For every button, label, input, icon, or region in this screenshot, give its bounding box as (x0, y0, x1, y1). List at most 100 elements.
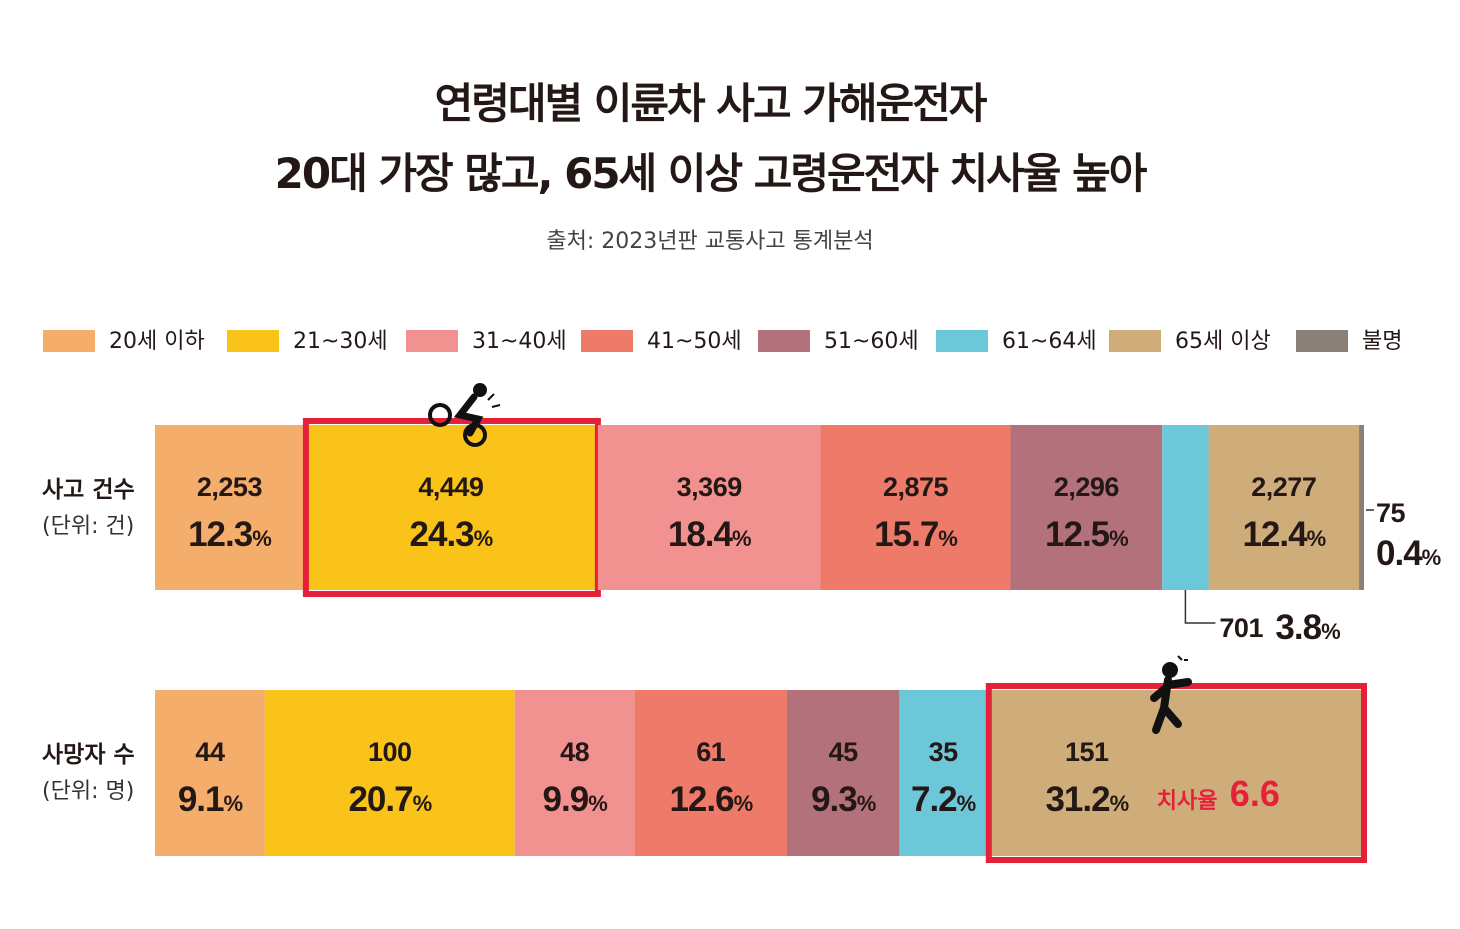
share-label: 12.5% (1045, 515, 1128, 554)
value-label: 2,277 (1251, 472, 1316, 502)
share-label: 0.4% (1376, 534, 1441, 573)
value-label: 45 (829, 737, 859, 767)
value-label: 701 (1219, 613, 1263, 643)
share-value: 9.1 (178, 780, 224, 819)
legend-swatch (936, 330, 988, 352)
share-label: 9.3% (811, 780, 876, 819)
share-value: 12.3 (188, 515, 253, 554)
percent-sign: % (588, 791, 607, 816)
bar-segment (1162, 425, 1209, 590)
annotation-label: 치사율 (1157, 789, 1218, 814)
legend-label: 불명 (1362, 329, 1402, 354)
share-value: 12.6 (669, 780, 734, 819)
legend-label: 51~60세 (824, 329, 919, 354)
legend-label: 21~30세 (293, 329, 388, 354)
bar-segment (303, 425, 598, 590)
percent-sign: % (732, 526, 751, 551)
chart-title: 20대 가장 많고, 65세 이상 고령운전자 치사율 높아 (275, 149, 1148, 198)
share-label: 12.6% (669, 780, 752, 819)
row-label: 사망자 수 (42, 742, 135, 768)
percent-sign: % (1422, 545, 1441, 570)
share-value: 0.4 (1376, 534, 1423, 573)
share-value: 12.4 (1242, 515, 1308, 554)
bar-segment (264, 690, 515, 856)
share-label: 24.3% (410, 515, 493, 554)
share-value: 3.8 (1275, 608, 1321, 647)
value-label: 48 (560, 737, 590, 767)
bar-segment (986, 690, 1364, 856)
value-label: 35 (929, 737, 959, 767)
share-label: 12.3% (188, 515, 271, 554)
share-value: 7.2 (911, 780, 957, 819)
icons (428, 383, 1192, 734)
legend-swatch (406, 330, 458, 352)
share-label: 9.1% (178, 780, 243, 819)
row-label: 사고 건수 (42, 477, 135, 503)
bar-segment (155, 425, 304, 590)
share-label: 3.8% (1275, 608, 1340, 647)
bar-segment (899, 690, 987, 856)
share-label: 9.9% (543, 780, 608, 819)
percent-sign: % (252, 526, 271, 551)
percent-sign: % (734, 791, 753, 816)
share-value: 9.3 (811, 780, 857, 819)
value-label: 2,253 (197, 472, 263, 502)
value-label: 61 (696, 737, 726, 767)
value-label: 100 (368, 737, 412, 767)
percent-sign: % (1321, 619, 1340, 644)
falling-person-icon (1150, 655, 1192, 734)
share-value: 24.3 (410, 515, 475, 554)
bar-segment (786, 690, 900, 856)
percent-sign: % (1109, 526, 1128, 551)
chart-subtitle: 출처: 2023년판 교통사고 통계분석 (546, 229, 873, 254)
legend-swatch (581, 330, 633, 352)
percent-sign: % (1307, 526, 1326, 551)
percent-sign: % (938, 526, 957, 551)
value-label: 151 (1065, 737, 1109, 767)
share-value: 20.7 (348, 780, 412, 819)
share-value: 15.7 (874, 515, 938, 554)
bar-segment (820, 425, 1011, 590)
row-unit: (단위: 명) (42, 779, 134, 804)
percent-sign: % (224, 791, 243, 816)
legend-label: 31~40세 (472, 329, 567, 354)
legend-label: 20세 이하 (109, 329, 205, 354)
bar-segment (597, 425, 821, 590)
row-unit: (단위: 건) (42, 514, 134, 539)
share-label: 7.2% (911, 780, 976, 819)
value-label: 75 (1376, 498, 1406, 528)
share-label: 12.4% (1242, 515, 1325, 554)
legend-label: 65세 이상 (1175, 329, 1271, 354)
chart-title: 연령대별 이륜차 사고 가해운전자 (435, 79, 988, 128)
percent-sign: % (1110, 791, 1129, 816)
value-label: 2,296 (1054, 472, 1120, 502)
legend-label: 41~50세 (647, 329, 742, 354)
legend-swatch (227, 330, 279, 352)
share-label: 18.4% (668, 515, 751, 554)
motorcycle-icon (428, 383, 501, 447)
legend-swatch (43, 330, 95, 352)
legend-swatch (758, 330, 810, 352)
share-value: 9.9 (543, 780, 589, 819)
legend-swatch (1296, 330, 1348, 352)
legend-label: 61~64세 (1002, 329, 1097, 354)
share-label: 15.7% (874, 515, 957, 554)
bar-segment (1010, 425, 1163, 590)
bar-segment (634, 690, 787, 856)
share-value: 18.4 (668, 515, 734, 554)
bar-segment (1208, 425, 1360, 590)
share-value: 31.2 (1045, 780, 1110, 819)
percent-sign: % (413, 791, 432, 816)
value-label: 3,369 (677, 472, 743, 502)
share-label: 31.2% (1045, 780, 1128, 819)
share-label: 20.7% (348, 780, 431, 819)
value-label: 2,875 (883, 472, 949, 502)
value-label: 44 (195, 737, 225, 767)
percent-sign: % (957, 791, 976, 816)
bar-segment (1359, 425, 1364, 590)
leader-line (1184, 590, 1216, 624)
value-label: 4,449 (418, 472, 484, 502)
percent-sign: % (857, 791, 876, 816)
bar-segment (155, 690, 265, 856)
